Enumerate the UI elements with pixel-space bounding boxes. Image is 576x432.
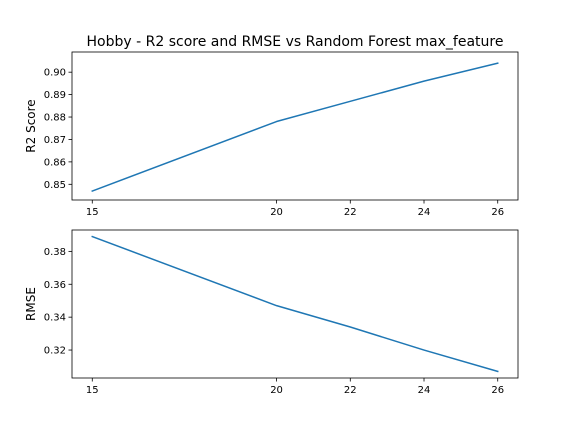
r2-score-line [91,62,499,192]
r2-y-tick-label: 0.87 [44,135,66,146]
r2-y-tick-label: 0.85 [44,180,66,191]
r2-y-ticks: 0.85 0.86 0.87 0.88 0.89 0.90 [44,68,72,191]
rmse-y-ticks: 0.32 0.34 0.36 0.38 [44,247,72,357]
rmse-line [91,235,499,373]
rmse-x-tick-label: 26 [491,385,504,396]
r2-plot-frame [71,51,519,201]
rmse-x-tick-label: 22 [344,385,357,396]
r2-y-tick-label: 0.88 [44,113,66,124]
r2-x-tick-label: 26 [491,207,504,218]
r2-y-tick-label: 0.89 [44,90,66,101]
rmse-x-tick-label: 24 [418,385,431,396]
rmse-y-tick-label: 0.34 [44,313,66,324]
r2-x-tick-label: 20 [270,207,283,218]
r2-y-tick-label: 0.90 [44,68,66,79]
rmse-y-axis-label: RMSE [24,287,38,321]
rmse-x-tick-label: 15 [86,385,99,396]
r2-y-axis-label: R2 Score [24,99,38,152]
rmse-x-tick-label: 20 [270,385,283,396]
rmse-x-ticks: 15 20 22 24 26 [86,378,504,396]
rmse-y-tick-label: 0.32 [44,346,66,357]
rmse-plot-frame [71,229,519,379]
r2-x-tick-label: 24 [418,207,431,218]
r2-x-tick-label: 22 [344,207,357,218]
r2-x-tick-label: 15 [86,207,99,218]
r2-score-subplot: R2 Score 0.85 0.86 0.87 0.88 0.89 0.90 15 20 22… [24,51,519,218]
rmse-y-tick-label: 0.36 [44,280,66,291]
r2-x-ticks: 15 20 22 24 26 [86,200,504,218]
chart-title: Hobby - R2 score and RMSE vs Random Fore… [87,34,504,50]
rmse-y-tick-label: 0.38 [44,247,66,258]
r2-y-tick-label: 0.86 [44,157,66,168]
rmse-subplot: RMSE 0.32 0.34 0.36 0.38 15 20 22 24 26 [24,229,519,396]
